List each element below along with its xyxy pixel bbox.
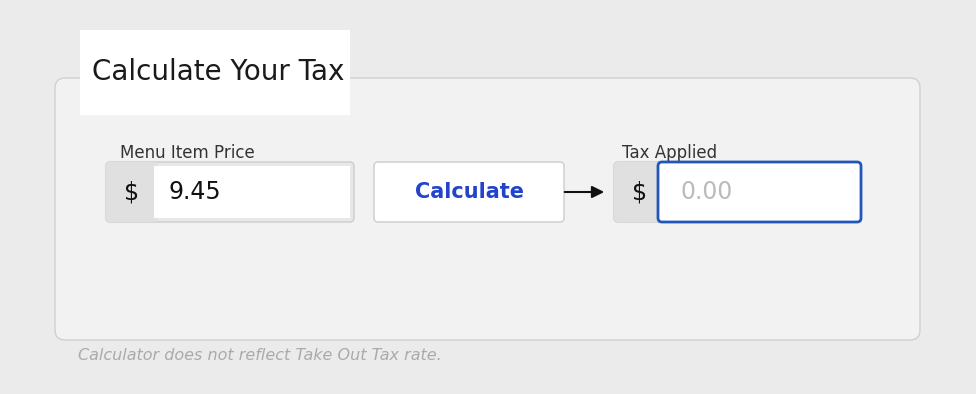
FancyBboxPatch shape — [80, 30, 350, 115]
FancyBboxPatch shape — [106, 162, 354, 222]
FancyBboxPatch shape — [614, 162, 666, 222]
Text: 9.45: 9.45 — [169, 180, 222, 204]
Text: 0.00: 0.00 — [680, 180, 732, 204]
Text: $: $ — [632, 180, 647, 204]
FancyBboxPatch shape — [106, 162, 158, 222]
Text: Calculator does not reflect Take Out Tax rate.: Calculator does not reflect Take Out Tax… — [78, 348, 442, 362]
FancyBboxPatch shape — [154, 166, 350, 218]
Text: $: $ — [124, 180, 140, 204]
FancyBboxPatch shape — [614, 162, 861, 222]
FancyBboxPatch shape — [55, 78, 920, 340]
Text: Menu Item Price: Menu Item Price — [120, 144, 255, 162]
FancyBboxPatch shape — [658, 162, 861, 222]
Text: Tax Applied: Tax Applied — [622, 144, 717, 162]
Text: Calculate Your Tax: Calculate Your Tax — [92, 58, 345, 86]
FancyBboxPatch shape — [374, 162, 564, 222]
Text: Calculate: Calculate — [415, 182, 523, 202]
